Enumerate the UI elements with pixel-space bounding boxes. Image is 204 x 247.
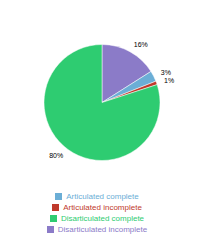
svg-text:1%: 1% [164,77,174,84]
svg-text:16%: 16% [134,41,148,48]
html-text:Articulated incomplete: Articulated incomplete [63,203,142,212]
html-text:Disarticulated complete: Disarticulated complete [60,214,145,223]
svg-text:3%: 3% [161,69,171,76]
html-text:Disarticulated incomplete: Disarticulated incomplete [57,225,148,234]
svg-text:80%: 80% [49,152,63,159]
html-text:Articulated complete: Articulated complete [66,192,139,201]
